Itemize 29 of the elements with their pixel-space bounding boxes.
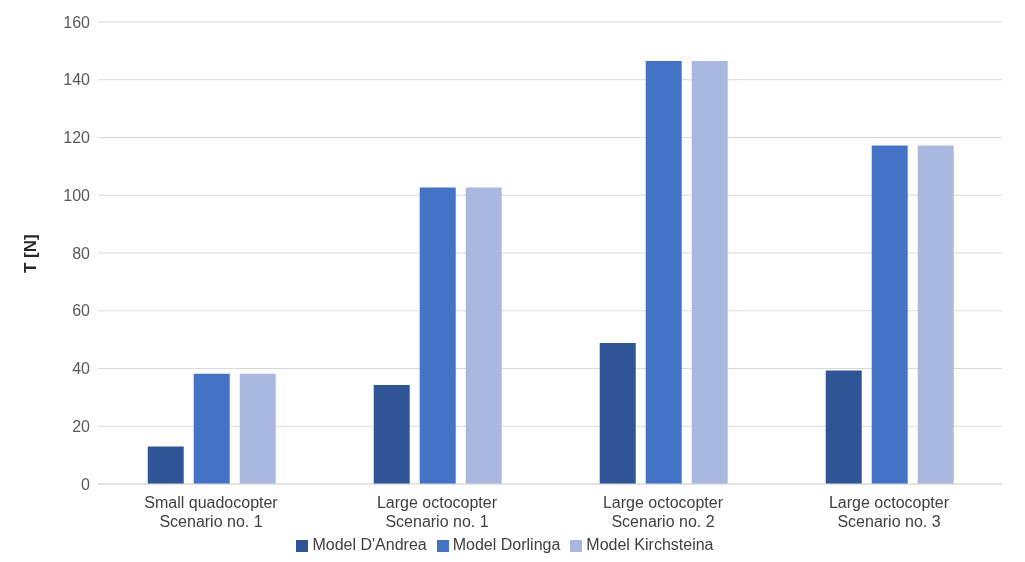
x-tick-label: Small quadocopter Scenario no. 1 — [144, 494, 279, 530]
y-tick-label: 0 — [81, 475, 91, 493]
bar — [239, 373, 276, 484]
bar — [419, 187, 456, 484]
y-tick-label: 100 — [63, 186, 91, 204]
bar — [691, 60, 728, 484]
y-tick-label: 20 — [72, 417, 91, 435]
y-tick-label: 160 — [63, 13, 91, 31]
y-tick-label: 60 — [72, 302, 91, 320]
bar — [871, 145, 908, 484]
x-tick-label: Large octocopter Scenario no. 2 — [602, 494, 724, 530]
bar — [193, 373, 230, 484]
bar — [147, 446, 184, 484]
legend-label: Model Dorlinga — [452, 536, 561, 553]
y-tick-label: 40 — [72, 360, 91, 378]
x-tick-label: Large octocopter Scenario no. 3 — [828, 494, 950, 530]
y-tick-label: 140 — [63, 71, 91, 89]
legend-label: Model D'Andrea — [312, 536, 427, 553]
y-tick-label: 120 — [63, 129, 91, 147]
bar — [645, 60, 682, 484]
bar — [465, 187, 502, 484]
bar — [373, 384, 410, 484]
x-tick-label: Large octocopter Scenario no. 1 — [376, 494, 498, 530]
y-axis-title: T [N] — [21, 234, 41, 273]
bar — [917, 145, 954, 484]
y-tick-label: 80 — [72, 244, 91, 262]
bar — [599, 343, 636, 484]
legend-label: Model Kirchsteina — [586, 536, 714, 553]
bar — [825, 370, 862, 484]
